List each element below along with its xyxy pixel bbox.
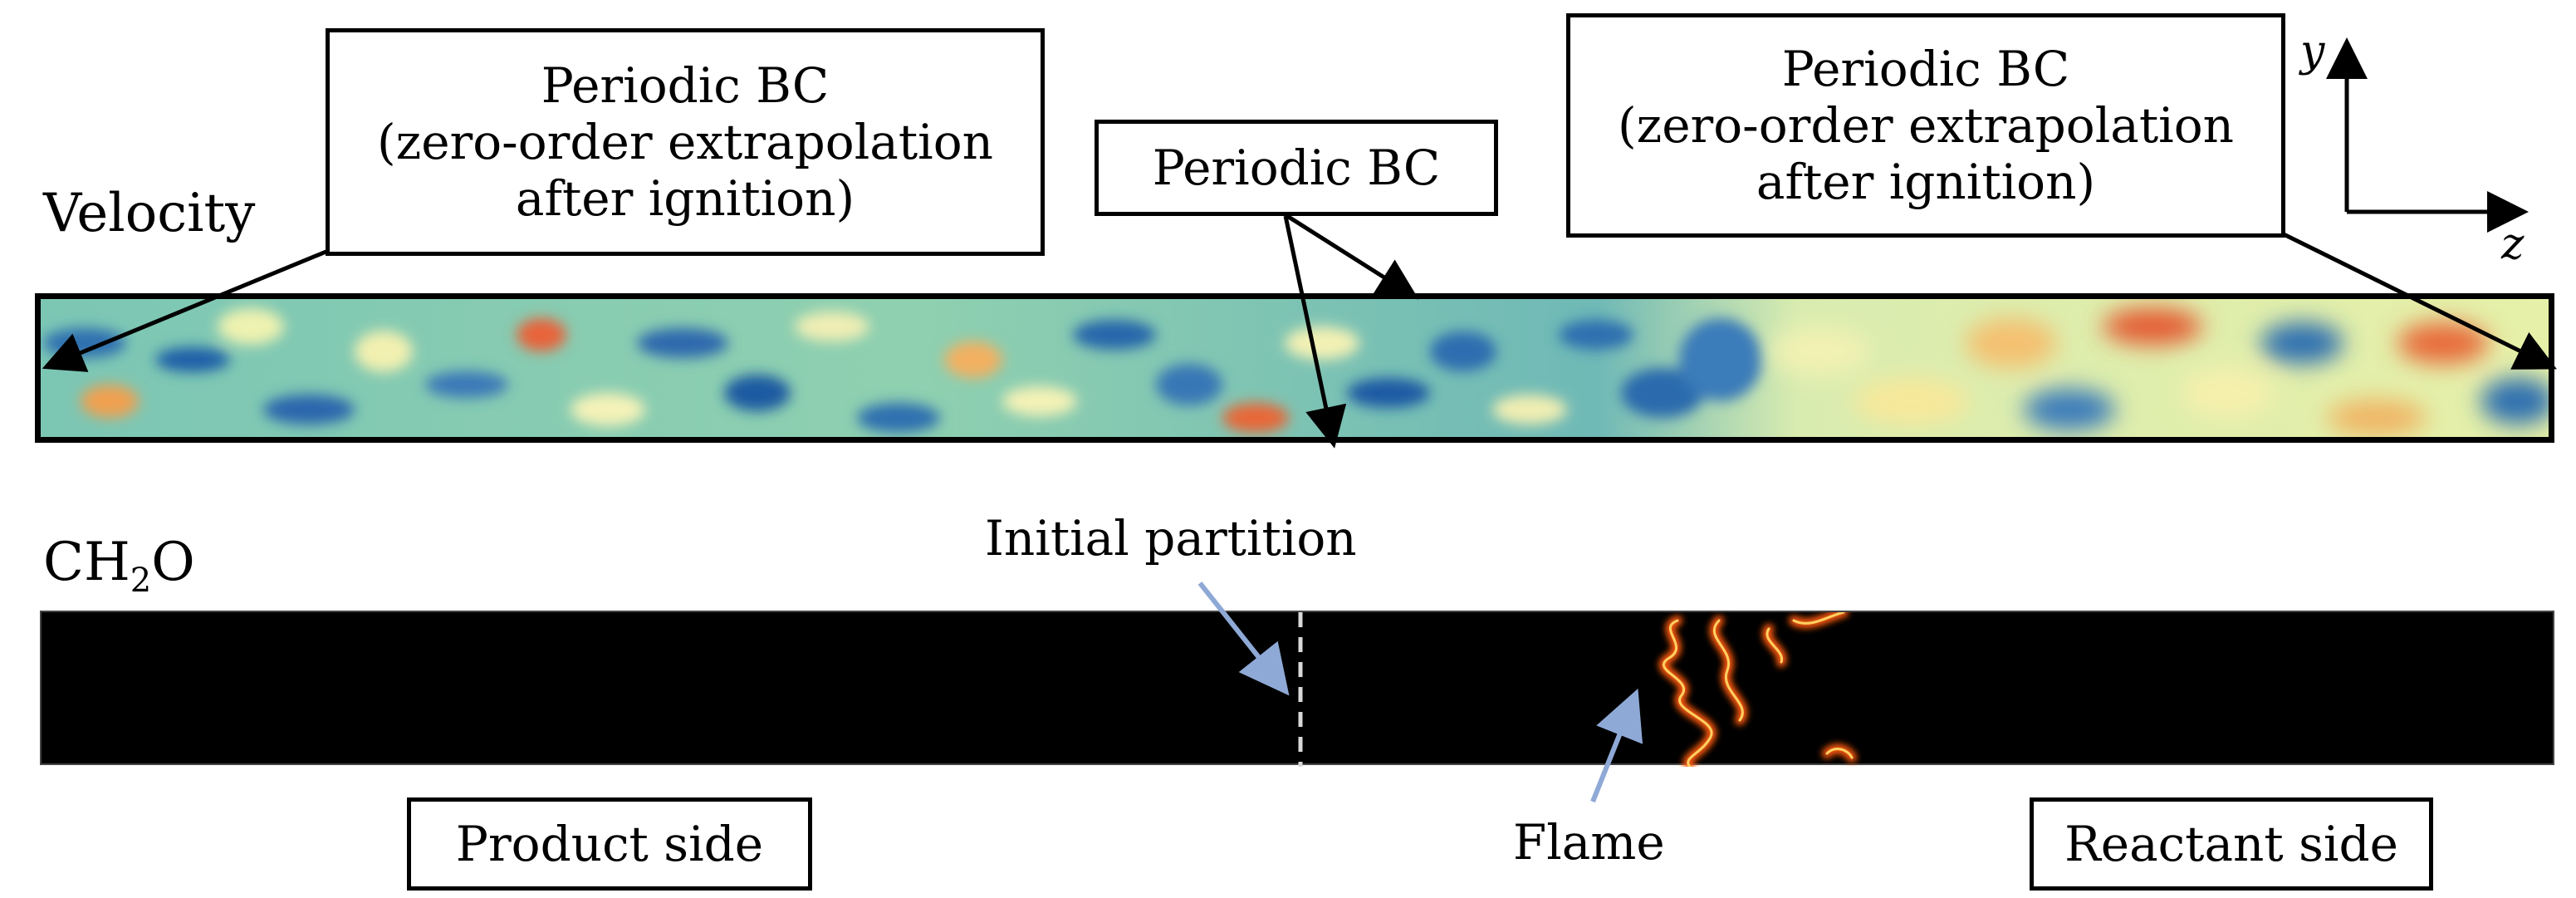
ch2o-label-tail: O [151, 532, 195, 593]
right-bc-line-1: Periodic BC [1781, 41, 2070, 97]
ch2o-label-sub: 2 [130, 562, 152, 600]
flame-image [1298, 607, 1857, 772]
reactant-side-box: Reactant side [2030, 797, 2433, 891]
right-bc-arrow [2282, 232, 2557, 370]
ch2o-label: CH2O [43, 533, 195, 610]
initial-partition-label: Initial partition [985, 510, 1357, 567]
reactant-side-label: Reactant side [2064, 816, 2398, 872]
z-axis-label: z [2501, 219, 2525, 269]
left-periodic-bc-box: Periodic BC (zero-order extrapolation af… [326, 28, 1045, 256]
left-bc-arrow [42, 248, 329, 372]
right-bc-line-2: (zero-order extrapolation [1618, 97, 2234, 154]
middle-bc-label: Periodic BC [1152, 140, 1441, 196]
flame-label: Flame [1513, 814, 1665, 871]
y-axis-label: y [2300, 27, 2325, 76]
ch2o-field [40, 607, 2554, 772]
middle-periodic-bc-box: Periodic BC [1095, 120, 1498, 216]
flame-arrow [1590, 688, 1643, 803]
left-bc-line-1: Periodic BC [541, 57, 830, 114]
velocity-field [35, 293, 2555, 443]
middle-bc-arrow-bottom [1283, 215, 1347, 449]
ch2o-label-main: CH [43, 532, 130, 593]
initial-partition-arrow [1197, 581, 1290, 696]
middle-bc-arrow-top [1286, 213, 1419, 300]
velocity-label: Velocity [43, 183, 256, 244]
product-side-label: Product side [455, 816, 764, 872]
velocity-field-image [35, 293, 2555, 443]
right-bc-line-3: after ignition) [1756, 154, 2096, 210]
left-bc-line-3: after ignition) [515, 170, 855, 227]
product-side-box: Product side [407, 797, 812, 891]
right-periodic-bc-box: Periodic BC (zero-order extrapolation af… [1566, 13, 2285, 238]
left-bc-line-2: (zero-order extrapolation [377, 114, 993, 170]
